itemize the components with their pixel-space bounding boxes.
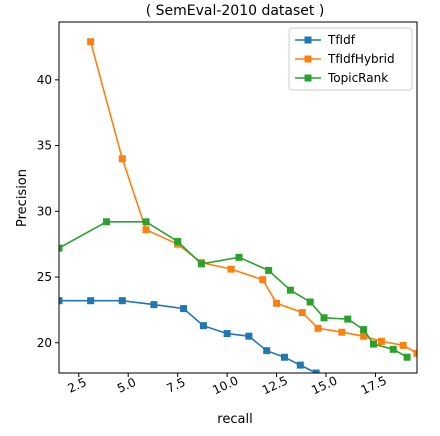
data-point xyxy=(306,298,314,306)
data-point xyxy=(59,244,63,252)
data-point xyxy=(142,226,150,234)
data-point xyxy=(180,305,188,313)
legend-label: TopicRank xyxy=(327,71,388,85)
data-point xyxy=(312,369,320,373)
x-tick-label: 12.5 xyxy=(260,373,290,397)
series-tfidfhybrid xyxy=(87,38,417,357)
data-point xyxy=(150,301,158,309)
data-point xyxy=(227,265,235,273)
data-point xyxy=(342,379,349,386)
data-point xyxy=(286,286,294,294)
data-point xyxy=(344,315,352,323)
data-point xyxy=(59,297,63,305)
y-tick-label: 40 xyxy=(37,73,52,87)
legend-swatch-marker xyxy=(304,74,312,82)
data-point xyxy=(314,324,322,332)
data-point xyxy=(263,347,271,355)
data-point xyxy=(197,260,205,268)
data-point xyxy=(245,332,253,340)
data-point xyxy=(259,276,267,284)
data-point xyxy=(399,341,407,349)
series-topicrank xyxy=(59,218,411,361)
axes: 2.5 5.0 7.5 10.0 12.5 15.0 17.5 20 25 30 35 40 xyxy=(37,21,418,397)
x-tick-label: 10.0 xyxy=(210,373,240,397)
data-point xyxy=(118,297,126,305)
data-point xyxy=(338,328,346,336)
data-point xyxy=(174,238,182,246)
data-point xyxy=(87,297,95,305)
data-point xyxy=(265,266,273,274)
legend-label: TfIdfHybrid xyxy=(327,52,395,66)
data-point xyxy=(199,322,207,330)
y-axis-label: Precision xyxy=(15,169,30,227)
x-axis-label: recall xyxy=(217,412,252,427)
x-tick-label: 7.5 xyxy=(164,375,187,396)
plot-area xyxy=(59,38,417,386)
data-point xyxy=(377,337,385,345)
axes-frame xyxy=(58,21,418,374)
series-line-topicrank xyxy=(59,221,408,358)
legend-box xyxy=(288,27,413,91)
data-point xyxy=(403,353,411,361)
x-tick-label: 2.5 xyxy=(65,375,88,396)
x-tick-label: 5.0 xyxy=(115,375,138,396)
x-tick-label: 15.0 xyxy=(309,373,339,397)
legend-item-tfidfhybrid: TfIdfHybrid xyxy=(295,52,395,66)
data-point xyxy=(273,299,281,307)
data-point xyxy=(413,349,417,357)
y-tick-label: 35 xyxy=(37,139,52,153)
data-point xyxy=(142,218,150,226)
data-point xyxy=(389,345,397,353)
series-tfidf xyxy=(59,297,349,386)
data-point xyxy=(296,361,304,369)
chart-title: ( SemEval-2010 dataset ) xyxy=(146,3,325,19)
legend: TfIdf TfIdfHybrid TopicRank xyxy=(288,27,413,91)
y-tick-label: 30 xyxy=(37,204,52,218)
data-point xyxy=(87,38,95,46)
data-point xyxy=(235,253,243,261)
y-tick-label: 25 xyxy=(37,270,52,284)
data-point xyxy=(223,330,231,338)
legend-item-topicrank: TopicRank xyxy=(295,71,388,85)
legend-label: TfIdf xyxy=(327,33,356,47)
data-point xyxy=(369,340,377,348)
data-point xyxy=(102,218,110,226)
legend-item-tfidf: TfIdf xyxy=(295,33,356,47)
legend-swatch-marker xyxy=(304,55,312,63)
y-tick-label: 20 xyxy=(37,336,52,350)
x-tick-label: 17.5 xyxy=(359,373,389,397)
data-point xyxy=(320,314,328,322)
data-point xyxy=(298,309,306,317)
data-point xyxy=(280,353,288,361)
data-point xyxy=(360,332,368,340)
data-point xyxy=(118,155,126,163)
data-point xyxy=(360,326,368,334)
legend-swatch-marker xyxy=(304,36,312,44)
